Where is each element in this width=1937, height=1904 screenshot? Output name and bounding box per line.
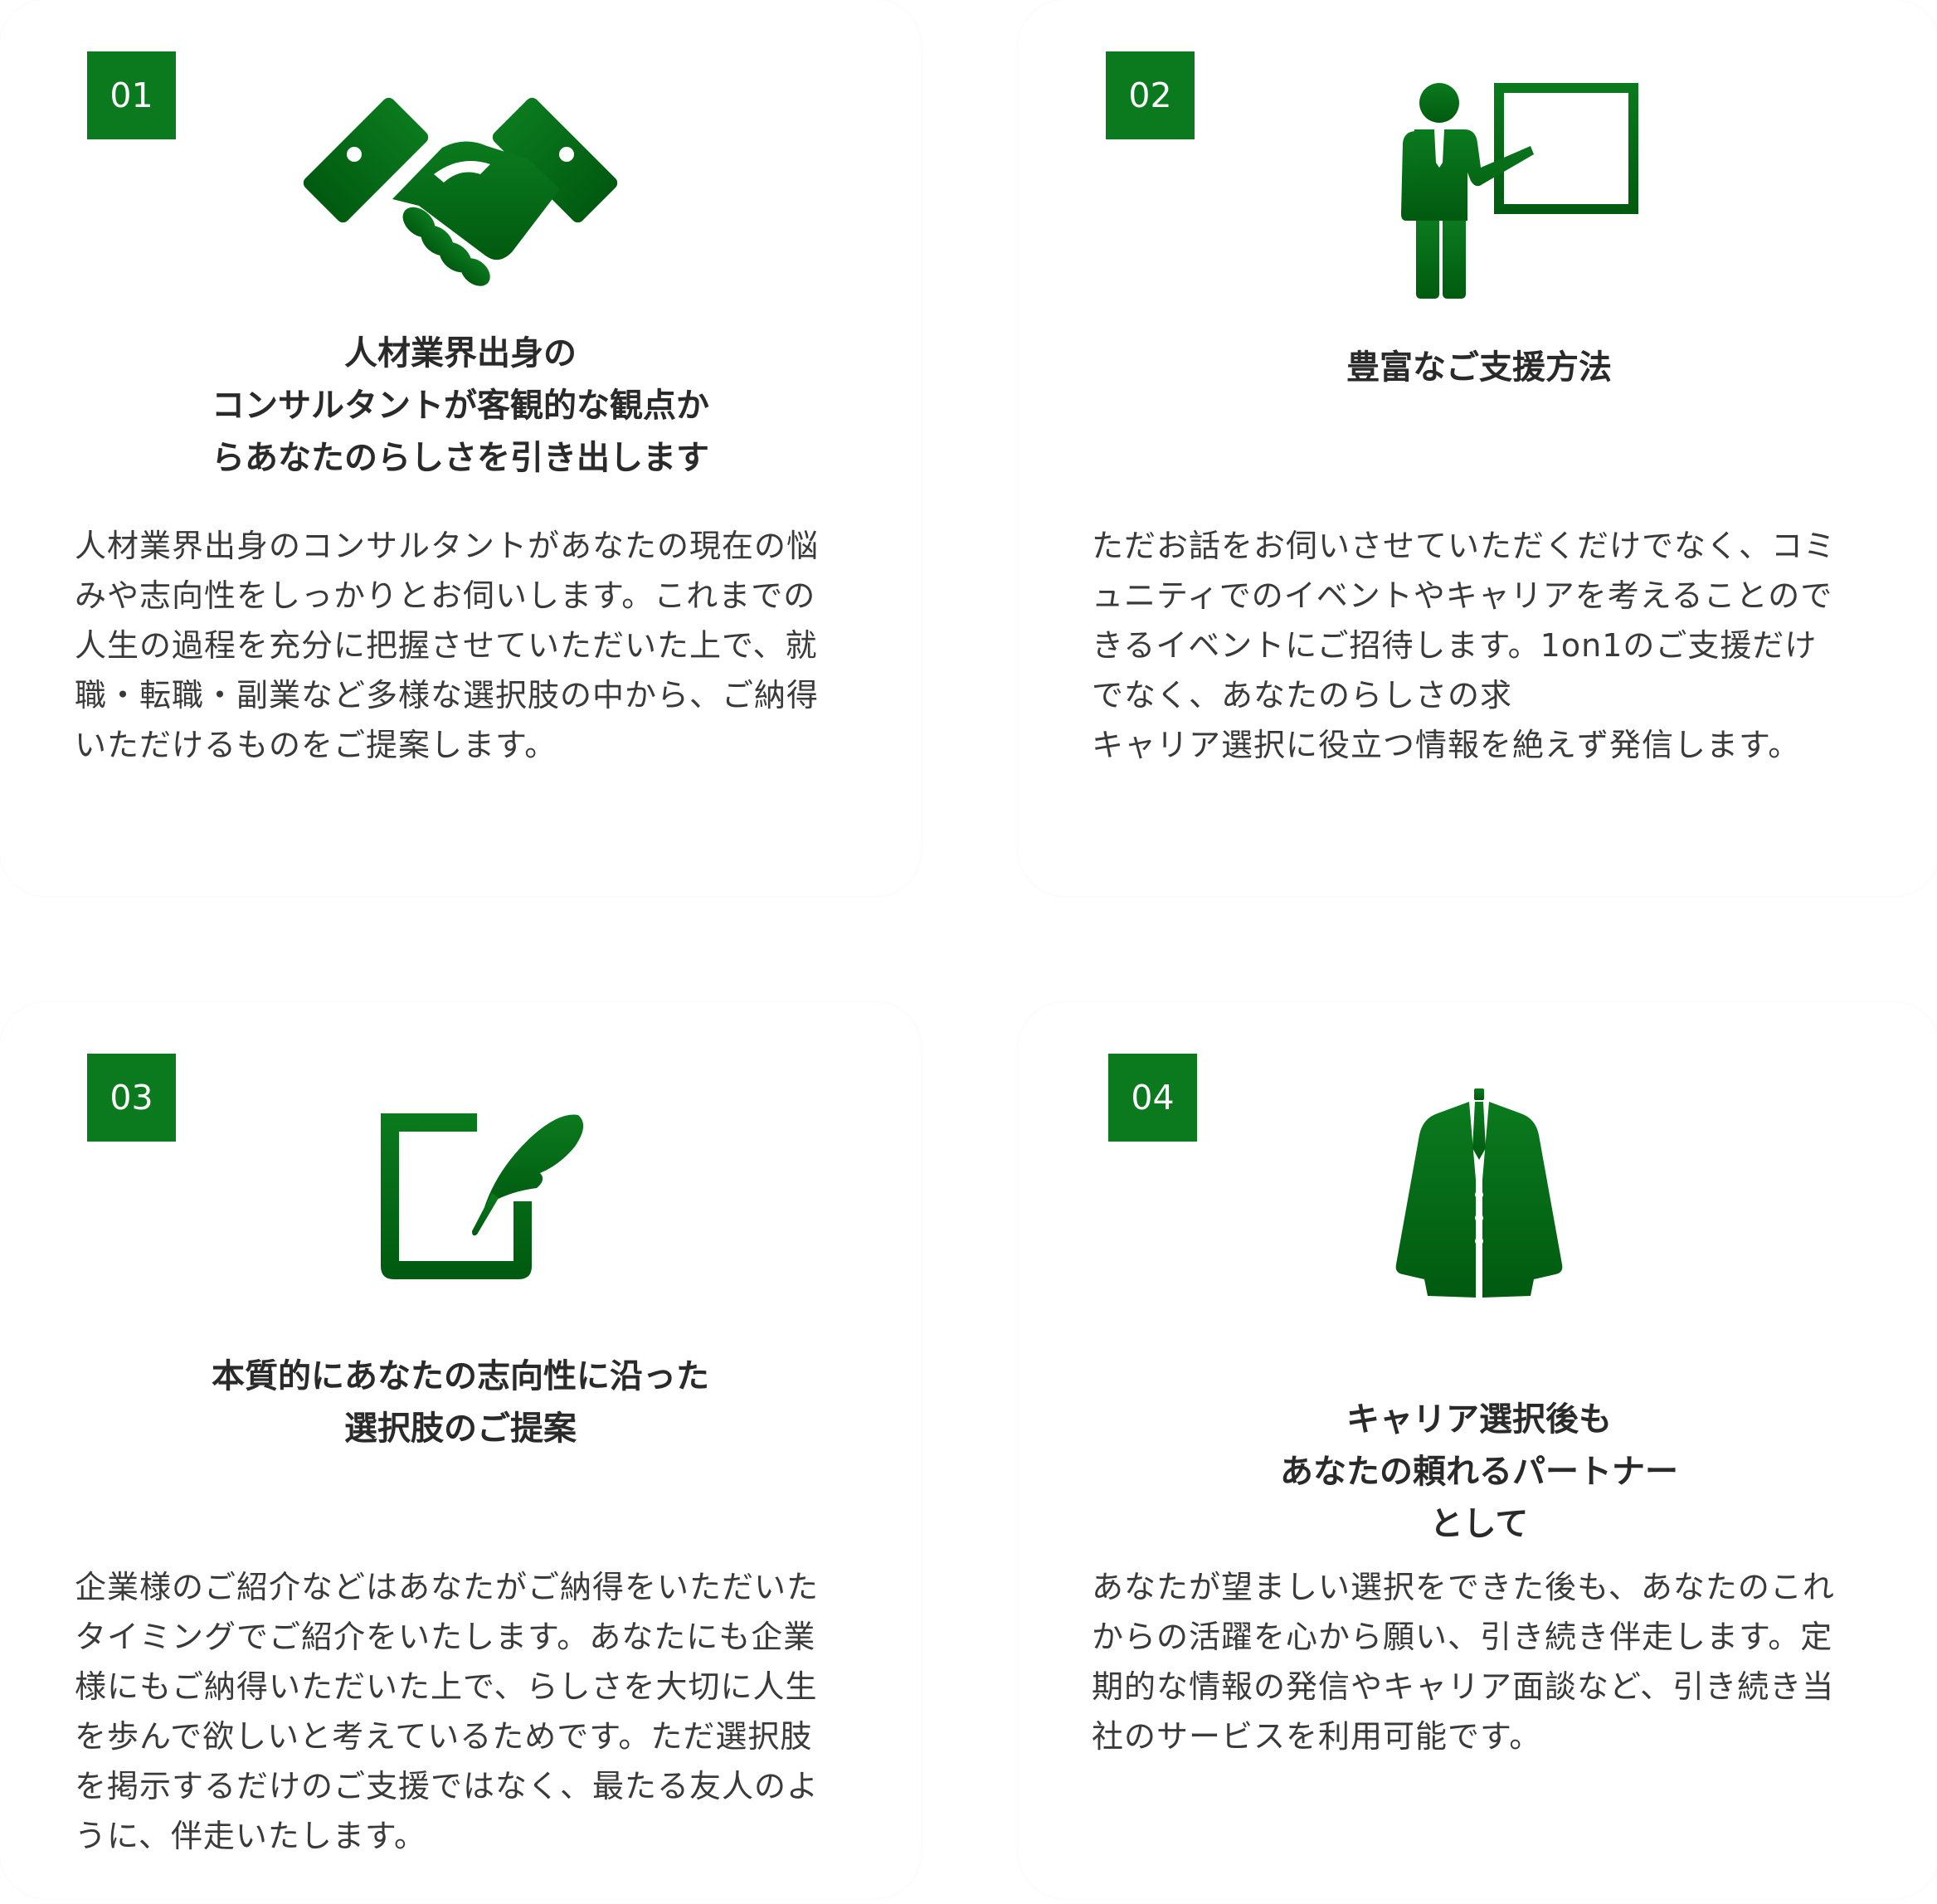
card-description: 企業様のご紹介などはあなたがご納得をいただいた タイミングでご紹介をいたします。…: [75, 1569, 820, 1854]
card-number-badge: 03: [87, 1054, 176, 1142]
feature-card-1: 01 人材業界出身の コンサルタントが客観的な観点か ら: [0, 0, 921, 896]
card-title: 人材業界出身の コンサルタントが客観的な観点か らあなたのらしさを引き出します: [212, 334, 709, 477]
card-title: キャリア選択後も あなたの頼れるパートナー として: [1280, 1400, 1678, 1543]
feature-card-2: 02 豊富なご支援方法 ただお話をお伺いさせていただくだけでなく、コミ ュニティ…: [1019, 0, 1937, 896]
card-title: 本質的にあなたの志向性に沿った 選択肢のご提案: [212, 1357, 709, 1448]
card-description: ただお話をお伺いさせていただくだけでなく、コミ ュニティでのイベントやキャリアを…: [1092, 528, 1837, 763]
card-number-badge: 01: [87, 51, 176, 139]
handshake-icon: [294, 75, 626, 299]
card-number-badge: 02: [1106, 51, 1195, 139]
card-description: あなたが望ましい選択をできた後も、あなたのこれ からの活躍を心から願い、引き続き…: [1092, 1569, 1835, 1755]
card-title: 豊富なご支援方法: [1346, 348, 1612, 387]
presenter-whiteboard-icon: [1313, 75, 1645, 299]
card-description: 人材業界出身のコンサルタントがあなたの現在の悩 みや志向性をしっかりとお伺いしま…: [75, 528, 820, 763]
card-number-badge: 04: [1108, 1054, 1197, 1142]
edit-note-icon: [294, 1077, 626, 1301]
feature-card-4: 04 キャリア選択後も あなたの頼れるパートナー として あなたが望ましい選択を…: [1019, 1002, 1937, 1898]
feature-card-3: 03 本質的にあなたの志向性に沿った 選択肢のご提案 企業様のご紹介などはあなた…: [0, 1002, 921, 1898]
suit-jacket-icon: [1313, 1077, 1645, 1301]
